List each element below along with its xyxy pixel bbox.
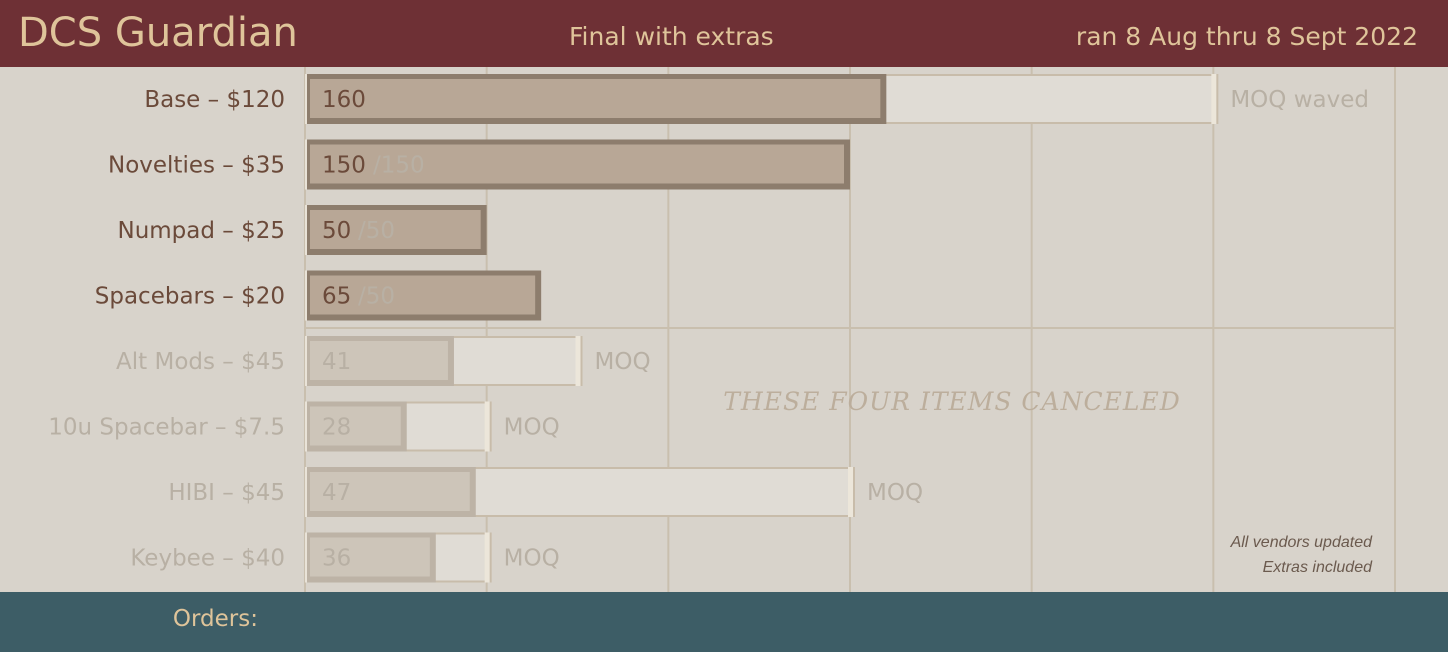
row-label-4: Alt Mods – $45 <box>116 349 285 375</box>
row-label-7: Keybee – $40 <box>130 546 285 572</box>
bar-limit-3: /50 <box>358 284 395 310</box>
header-bar: DCS Guardian Final with extras ran 8 Aug… <box>0 0 1448 67</box>
orders-bar-left-edge-5 <box>305 401 307 452</box>
bar-value-0: 160 <box>322 87 366 113</box>
bar-value-6: 47 <box>322 480 351 506</box>
orders-bar-7 <box>310 537 430 577</box>
orders-bar-left-edge-4 <box>305 336 307 386</box>
bar-limit-1: /150 <box>373 153 425 179</box>
row-label-1: Novelties – $35 <box>108 153 285 179</box>
moq-label-4: MOQ <box>595 349 651 375</box>
orders-bar-6 <box>310 472 470 511</box>
page-subtitle: Final with extras <box>569 22 774 51</box>
row-label-2: Numpad – $25 <box>117 218 285 244</box>
row-label-6: HIBI – $45 <box>168 480 285 506</box>
row-label-5: 10u Spacebar – $7.5 <box>48 415 285 441</box>
row-label-3: Spacebars – $20 <box>95 284 285 310</box>
orders-bar-left-edge-7 <box>305 532 307 583</box>
orders-bar-left-edge-0 <box>305 74 307 124</box>
orders-bar-left-edge-6 <box>305 467 307 517</box>
date-range: ran 8 Aug thru 8 Sept 2022 <box>1075 22 1418 51</box>
orders-bar-left-edge-2 <box>305 205 307 255</box>
bar-value-5: 28 <box>322 415 351 441</box>
orders-bar-left-edge-3 <box>305 270 307 321</box>
orders-bar-1 <box>310 144 844 184</box>
bar-value-7: 36 <box>322 546 351 572</box>
moq-label-5: MOQ <box>504 415 560 441</box>
footer-axis-bar <box>0 592 1448 652</box>
moq-box-edge-5 <box>484 401 491 452</box>
bar-value-2: 50 <box>322 218 351 244</box>
moq-box-edge-0 <box>1211 74 1218 124</box>
row-label-0: Base – $120 <box>144 87 285 113</box>
bar-value-4: 41 <box>322 349 351 375</box>
note-extras-included: Extras included <box>1262 559 1372 576</box>
moq-label-0: MOQ waved <box>1230 87 1369 113</box>
note-vendors-updated: All vendors updated <box>1230 534 1372 551</box>
bars-layer <box>305 74 1219 583</box>
moq-box-edge-7 <box>484 532 491 583</box>
moq-box-edge-6 <box>848 467 854 517</box>
orders-bar-0 <box>310 79 881 118</box>
orders-bar-3 <box>310 275 536 315</box>
orders-bar-left-edge-1 <box>305 139 307 190</box>
moq-box-edge-4 <box>575 336 582 386</box>
moq-label-7: MOQ <box>504 546 560 572</box>
canceled-annotation: THESE FOUR ITEMS CANCELED <box>723 387 1181 416</box>
orders-bar-5 <box>310 406 401 446</box>
moq-label-6: MOQ <box>867 480 923 506</box>
page-title: DCS Guardian <box>18 10 298 56</box>
bar-value-3: 65 <box>322 284 351 310</box>
bar-value-1: 150 <box>322 153 366 179</box>
orders-bar-2 <box>310 210 481 249</box>
bar-limit-2: /50 <box>358 218 395 244</box>
x-axis-label: Orders: <box>172 606 258 632</box>
orders-bar-4 <box>310 341 448 380</box>
